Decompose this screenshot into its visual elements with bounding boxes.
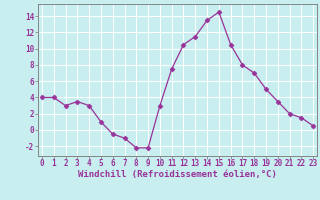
X-axis label: Windchill (Refroidissement éolien,°C): Windchill (Refroidissement éolien,°C) — [78, 170, 277, 179]
